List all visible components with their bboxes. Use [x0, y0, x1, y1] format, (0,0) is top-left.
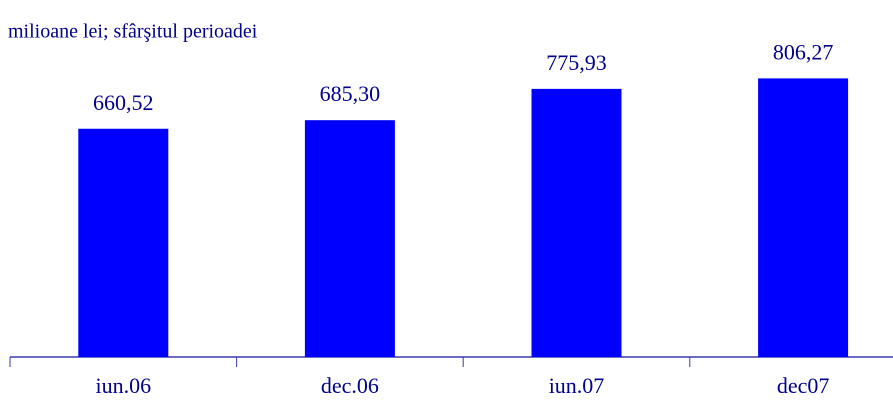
value-label: 806,27: [773, 39, 834, 64]
value-label: 775,93: [546, 50, 607, 75]
x-tick-label: dec.06: [321, 373, 379, 398]
x-tick-label: dec07: [777, 373, 830, 398]
value-label: 685,30: [320, 81, 381, 106]
chart-title: milioane lei; sfârşitul perioadei: [8, 21, 258, 43]
bar: [78, 128, 169, 357]
bar: [758, 78, 849, 358]
x-tick-label: iun.06: [95, 373, 151, 398]
bar: [531, 88, 622, 357]
bar: [304, 120, 395, 357]
value-label: 660,52: [93, 90, 154, 115]
x-tick-label: iun.07: [549, 373, 605, 398]
